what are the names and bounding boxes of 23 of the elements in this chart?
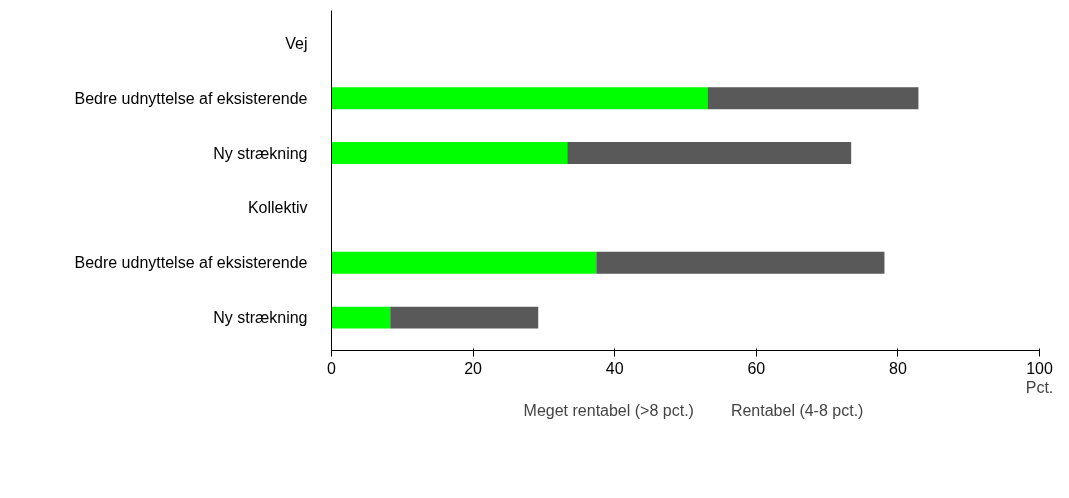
bar [390, 306, 539, 329]
x-tick-label: 0 [327, 359, 337, 377]
bar [331, 306, 391, 329]
x-tick-label: 100 [1026, 359, 1053, 377]
x-tick-label: 60 [747, 359, 766, 377]
text: Rentabel (4-8 pct.) [730, 402, 864, 420]
y-tick-label: Kollektiv [247, 199, 308, 217]
y-tick-label: Bedre udnyttelse af eksisterende [74, 89, 308, 107]
bar [331, 251, 597, 274]
bar [331, 142, 568, 165]
y-tick-label: Ny strækning [213, 144, 308, 162]
bar [567, 142, 852, 165]
bar [707, 87, 919, 110]
x-tick-label: 20 [464, 359, 483, 377]
text: Meget rentabel (>8 pct.) [523, 402, 694, 420]
x-axis-title: Pct. [1025, 378, 1054, 396]
y-tick-label: Bedre udnyttelse af eksisterende [74, 254, 308, 272]
y-tick-label: Ny strækning [213, 309, 308, 327]
bar [331, 87, 708, 110]
x-tick-label: 40 [605, 359, 624, 377]
x-tick-label: 80 [889, 359, 907, 377]
bar [596, 251, 885, 274]
y-tick-label: Vej [285, 34, 308, 52]
